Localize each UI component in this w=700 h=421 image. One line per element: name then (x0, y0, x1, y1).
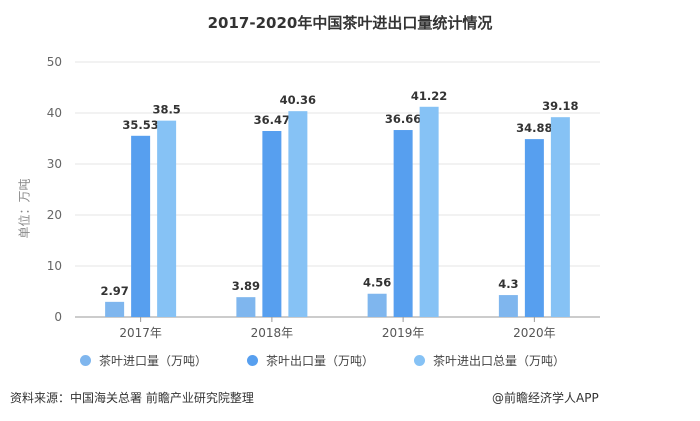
legend-dot-icon (414, 355, 426, 366)
bar[interactable] (157, 120, 177, 318)
data-label: 2.97 (100, 284, 128, 298)
data-label: 4.3 (498, 277, 518, 291)
data-label: 36.47 (254, 113, 290, 127)
data-source: 资料来源：中国海关总署 前瞻产业研究院整理 (10, 391, 254, 405)
chart-title: 2017-2020年中国茶叶进出口量统计情况 (207, 14, 493, 32)
x-tick-label: 2020年 (513, 326, 556, 340)
chart-legend: 茶叶进口量（万吨） 茶叶出口量（万吨） 茶叶进出口总量（万吨） (80, 352, 565, 369)
x-tick-label: 2019年 (382, 326, 425, 340)
bar[interactable] (105, 301, 125, 317)
bar[interactable] (367, 293, 387, 317)
y-tick-label: 40 (47, 106, 62, 120)
legend-dot-icon (80, 355, 91, 366)
bar[interactable] (524, 139, 544, 317)
legend-item-import[interactable]: 茶叶进口量（万吨） (80, 352, 207, 369)
legend-label: 茶叶进出口总量（万吨） (433, 354, 566, 368)
data-label: 34.88 (516, 121, 552, 135)
bar[interactable] (288, 111, 308, 317)
bar[interactable] (550, 117, 570, 317)
legend-label: 茶叶进口量（万吨） (99, 354, 208, 368)
y-tick-label: 10 (47, 259, 62, 273)
y-tick-label: 50 (47, 55, 62, 69)
x-tick-label: 2017年 (119, 326, 162, 340)
data-label: 3.89 (232, 279, 260, 293)
data-label: 41.22 (411, 89, 447, 103)
bar[interactable] (498, 295, 518, 317)
data-label: 38.5 (152, 103, 180, 117)
x-tick-label: 2018年 (251, 326, 294, 340)
data-label: 4.56 (363, 276, 391, 290)
legend-dot-icon (247, 355, 259, 366)
bar[interactable] (393, 130, 413, 317)
legend-item-export[interactable]: 茶叶出口量（万吨） (247, 352, 374, 369)
legend-label: 茶叶出口量（万吨） (266, 354, 375, 368)
bar[interactable] (236, 297, 256, 317)
data-label: 36.66 (385, 112, 421, 126)
data-label: 39.18 (542, 99, 578, 113)
data-label: 35.53 (122, 118, 158, 132)
y-tick-label: 0 (54, 310, 62, 324)
credit-text: @前瞻经济学人APP (492, 391, 599, 405)
y-tick-label: 20 (47, 208, 62, 222)
legend-item-total[interactable]: 茶叶进出口总量（万吨） (414, 352, 565, 369)
bar[interactable] (131, 135, 151, 317)
data-label: 40.36 (280, 93, 316, 107)
y-axis-label: 单位：万吨 (17, 178, 32, 239)
bar[interactable] (419, 106, 439, 317)
bar[interactable] (262, 131, 282, 317)
y-tick-label: 30 (47, 157, 62, 171)
